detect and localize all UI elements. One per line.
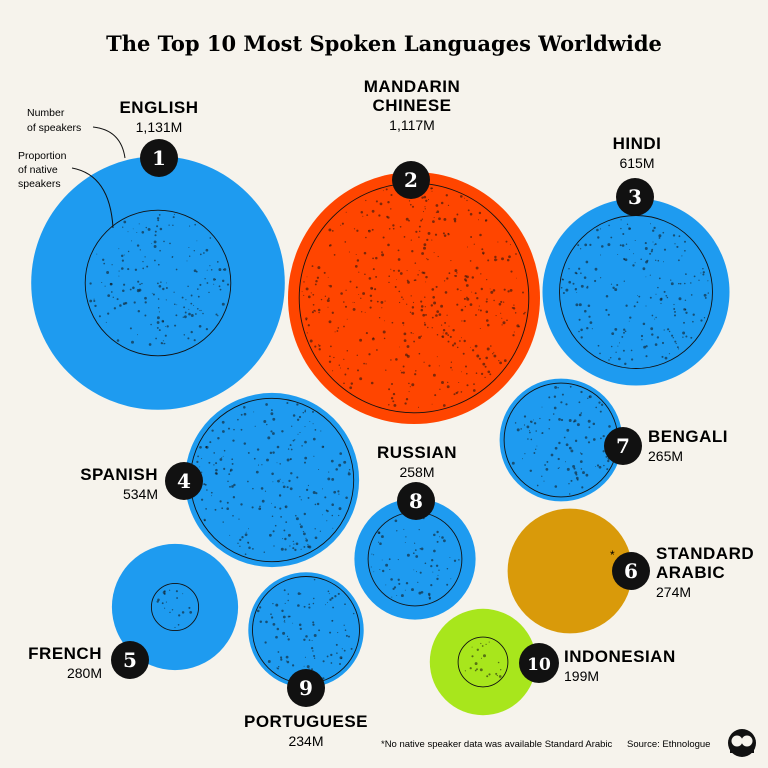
rank-badge-4 <box>165 462 203 500</box>
legend-native-line3: speakers <box>18 178 61 190</box>
bubble-8: 8 RUSSIAN 258M <box>354 443 476 620</box>
speakers-value-2: 1,117M <box>389 117 435 133</box>
rank-number-4: 4 <box>177 469 191 493</box>
speakers-circle-5 <box>111 543 239 671</box>
language-name-2: CHINESE <box>372 96 451 115</box>
rank-badge-6 <box>612 552 650 590</box>
native-texture-1 <box>89 213 230 346</box>
rank-number-8: 8 <box>409 489 423 513</box>
brand-logo-icon <box>728 729 756 757</box>
bubble-1: 1 ENGLISH 1,131M <box>31 98 285 410</box>
legend-speakers-leader <box>92 126 126 159</box>
speakers-value-5: 280M <box>67 665 102 681</box>
native-texture-7 <box>511 385 616 495</box>
legend-annotations: Number of speakers Proportion of native … <box>18 107 126 229</box>
speakers-circle-8 <box>354 498 476 620</box>
bubble-4: 4 SPANISH 534M <box>80 392 360 568</box>
rank-badge-2 <box>392 161 430 199</box>
rank-badge-10 <box>519 643 559 683</box>
language-name-2: MANDARIN <box>364 77 461 96</box>
rank-number-1: 1 <box>152 146 166 170</box>
speakers-circle-2 <box>288 172 540 424</box>
rank-number-2: 2 <box>404 168 418 192</box>
chart-title: The Top 10 Most Spoken Languages Worldwi… <box>106 31 662 56</box>
native-texture-2 <box>301 187 526 408</box>
speakers-circle-7 <box>499 378 623 502</box>
native-texture-8 <box>370 515 460 600</box>
bubble-7: 7 BENGALI 265M <box>499 378 728 502</box>
language-name-9: PORTUGUESE <box>244 712 368 731</box>
speakers-value-3: 615M <box>619 155 654 171</box>
rank-number-7: 7 <box>616 434 630 458</box>
legend-speakers-line1: Number <box>27 107 65 119</box>
language-name-10: INDONESIAN <box>564 647 676 666</box>
speakers-value-4: 534M <box>123 486 158 502</box>
rank-badge-9 <box>287 669 325 707</box>
native-texture-9 <box>256 578 355 680</box>
native-texture-5 <box>156 589 193 629</box>
speakers-circle-10 <box>429 608 537 716</box>
source-credit: Source: Ethnologue <box>627 739 710 750</box>
speakers-value-9: 234M <box>288 733 323 749</box>
legend-native-line1: Proportion <box>18 150 67 162</box>
language-name-1: ENGLISH <box>119 98 198 117</box>
note-marker-6: * <box>610 548 615 562</box>
language-name-6: ARABIC <box>656 563 725 582</box>
bubble-5: 5 FRENCH 280M <box>28 543 239 681</box>
native-texture-4 <box>195 401 351 555</box>
legend-native-line2: of native <box>18 164 58 176</box>
native-texture-3 <box>560 219 710 366</box>
speakers-value-7: 265M <box>648 448 683 464</box>
language-name-3: HINDI <box>613 134 662 153</box>
rank-badge-5 <box>111 641 149 679</box>
rank-number-6: 6 <box>624 559 638 583</box>
legend-speakers-line2: of speakers <box>27 122 81 134</box>
rank-badge-3 <box>616 178 654 216</box>
bubble-3: 3 HINDI 615M <box>542 134 730 386</box>
bubble-9: 9 PORTUGUESE 234M <box>244 572 368 749</box>
speakers-value-10: 199M <box>564 668 599 684</box>
rank-number-5: 5 <box>123 648 137 672</box>
rank-badge-7 <box>604 427 642 465</box>
speakers-circle-3 <box>542 198 730 386</box>
speakers-value-1: 1,131M <box>136 119 183 135</box>
language-name-4: SPANISH <box>80 465 158 484</box>
language-name-5: FRENCH <box>28 644 102 663</box>
rank-badge-8 <box>397 482 435 520</box>
rank-badge-1 <box>140 139 178 177</box>
rank-number-3: 3 <box>628 185 642 209</box>
legend-native-leader <box>71 167 114 229</box>
footnote: *No native speaker data was available St… <box>381 739 613 750</box>
native-circle-5 <box>150 582 200 632</box>
speakers-circle-6 <box>507 508 633 634</box>
language-name-6: STANDARD <box>656 544 754 563</box>
speakers-circle-9 <box>248 572 364 688</box>
rank-number-9: 9 <box>299 676 313 700</box>
language-name-7: BENGALI <box>648 427 728 446</box>
native-circle-1 <box>84 209 232 357</box>
rank-number-10: 10 <box>527 655 551 675</box>
speakers-circle-4 <box>184 392 360 568</box>
speakers-value-8: 258M <box>399 464 434 480</box>
native-circle-10 <box>457 636 509 688</box>
native-texture-10 <box>464 641 502 678</box>
speakers-value-6: 274M <box>656 584 691 600</box>
bubble-10: 10 INDONESIAN 199M <box>429 608 676 716</box>
language-name-8: RUSSIAN <box>377 443 457 462</box>
